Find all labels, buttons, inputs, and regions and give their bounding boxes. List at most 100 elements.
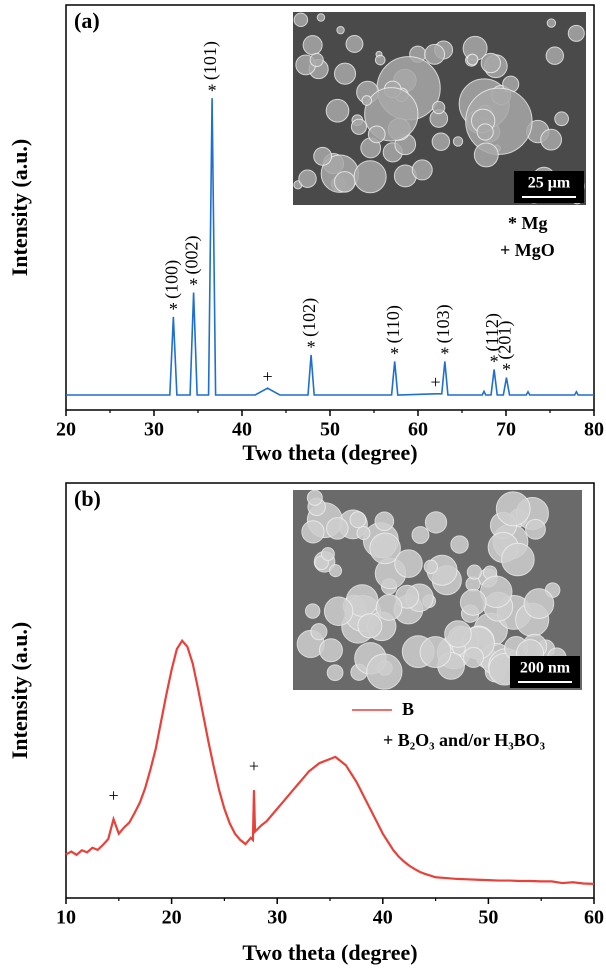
inset-particle [299,170,316,187]
panel-label: (a) [74,8,100,33]
inset-particle [317,14,324,21]
x-axis-title: Two theta (degree) [242,940,417,965]
scale-bar-label: 25 μm [528,175,571,192]
peak-label: (103) [433,304,454,343]
peak-marker: + [431,372,441,392]
peak-marker: * [189,275,198,295]
inset-particle [305,604,319,618]
inset-particle [474,143,498,167]
inset-particle [367,654,402,689]
x-tick-label: 30 [267,907,287,929]
legend-item: * Mg [508,213,548,233]
inset-particle [502,543,535,576]
inset-particle [555,112,569,126]
inset-particle [395,550,422,577]
inset-particle [477,124,493,140]
peak-label: (101) [200,41,221,80]
x-tick-label: 60 [584,907,604,929]
inset-particle [346,36,363,53]
x-tick-label: 50 [478,907,498,929]
inset-particle [412,527,429,544]
legend-item: + MgO [500,240,555,260]
y-axis-title: Intensity (a.u.) [7,139,32,277]
x-tick-label: 40 [232,419,252,441]
inset-particle [362,96,372,106]
peak-marker: + [262,366,272,386]
x-tick-label: 50 [320,419,340,441]
peak-label: (110) [383,305,404,343]
peak-label: (100) [161,260,182,299]
inset-particle [351,119,366,134]
inset-particle [375,55,385,65]
inset-particle [425,44,445,64]
peak-marker: * [502,360,511,380]
x-tick-label: 40 [373,907,393,929]
panel-label: (b) [74,486,101,511]
inset-particle [327,665,343,681]
peak-marker: * [440,344,449,364]
inset-particle [307,490,322,505]
inset-particle [326,99,349,122]
x-tick-label: 20 [56,419,76,441]
inset-particle [524,589,554,619]
inset-particle [467,565,481,579]
inset-particle [568,25,584,41]
peak-label: (002) [182,236,203,275]
inset-particle [368,126,385,143]
inset-particle [464,647,484,667]
x-tick-label: 20 [162,907,182,929]
inset-particle [357,527,370,540]
inset-particle [321,548,334,561]
peak-label: (102) [299,298,320,337]
inset-particle [334,63,355,84]
inset-particle [311,624,327,640]
inset-particle [496,492,530,526]
legend-item: + B₂O₃ and/or H₃BO₃ [383,730,546,750]
inset-particle [303,36,322,55]
peak-marker: * [169,299,178,319]
inset-particle [432,133,449,150]
inset-particle [324,597,352,625]
inset-particle [354,161,386,193]
inset-particle [330,565,342,577]
peak-marker: * [208,80,217,100]
x-axis-title: Two theta (degree) [242,440,417,465]
peak-marker: * [390,344,399,364]
peak-marker: * [307,337,316,357]
inset-particle [460,590,486,616]
inset-particle [526,519,546,539]
x-tick-label: 30 [144,419,164,441]
inset-particle [327,518,349,540]
inset-particle [376,595,402,621]
peak-marker: + [108,785,118,805]
inset-particle [547,19,555,27]
inset-particle [451,536,468,553]
inset-particle [420,637,451,668]
inset-particle [481,53,500,72]
inset-particle [424,560,437,573]
inset-particle [302,521,324,543]
legend-label: B [402,699,414,719]
x-tick-label: 60 [408,419,428,441]
inset-particle [335,172,356,193]
peak-marker: + [249,756,259,776]
x-tick-label: 70 [496,419,516,441]
peak-label: (201) [495,321,516,360]
x-tick-label: 10 [56,907,76,929]
inset-particle [319,639,342,662]
inset-particle [467,54,478,65]
x-tick-label: 80 [584,419,604,441]
inset-particle [453,137,462,146]
inset-particle [337,26,344,33]
y-axis-title: Intensity (a.u.) [7,622,32,760]
inset-particle [412,160,432,180]
inset-particle [425,512,446,533]
inset-particle [358,614,382,638]
inset-particle [350,512,366,528]
inset-particle [541,129,562,150]
inset-particle [294,13,307,26]
inset-particle [310,53,323,66]
inset-particle [314,147,332,165]
figure: 25 μm 20 30 40 50 60 70 80 Two theta (degree) Int… [0,0,606,969]
inset-particle [375,512,394,531]
